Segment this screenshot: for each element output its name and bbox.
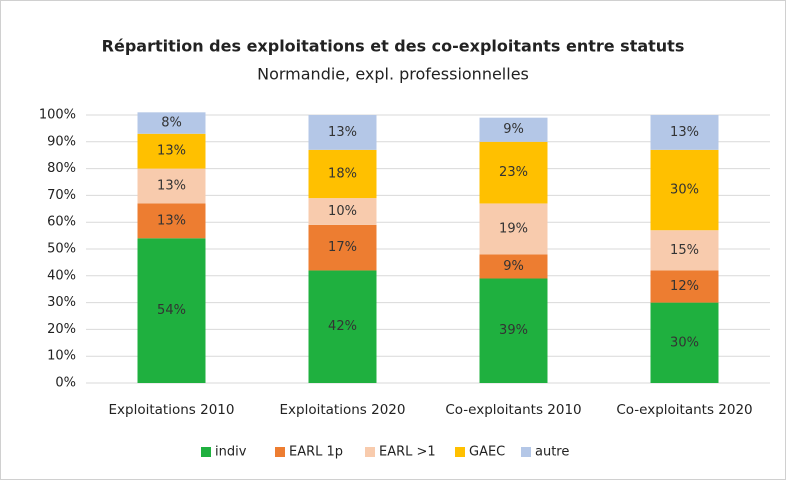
legend-swatch xyxy=(275,447,285,457)
legend-swatch xyxy=(455,447,465,457)
bar-segment xyxy=(479,254,548,279)
x-tick-label: Exploitations 2020 xyxy=(280,402,406,418)
y-tick-label: 90% xyxy=(47,134,76,149)
bar-segment xyxy=(479,278,548,383)
x-tick-label: Co-exploitants 2020 xyxy=(616,402,752,418)
bar-segment xyxy=(137,238,206,383)
bar-segment xyxy=(308,198,377,225)
data-label: 17% xyxy=(328,240,357,255)
y-tick-label: 30% xyxy=(47,295,76,310)
legend-label: indiv xyxy=(215,445,247,460)
y-tick-label: 50% xyxy=(47,242,76,257)
chart-subtitle: Normandie, expl. professionnelles xyxy=(257,65,529,84)
data-label: 9% xyxy=(503,122,524,137)
data-label: 15% xyxy=(670,243,699,258)
x-tick-label: Co-exploitants 2010 xyxy=(445,402,581,418)
data-label: 13% xyxy=(157,144,186,159)
data-label: 13% xyxy=(670,125,699,140)
bar-segment xyxy=(479,141,548,204)
bar-segment xyxy=(308,115,377,150)
data-label: 30% xyxy=(670,183,699,198)
data-label: 23% xyxy=(499,165,528,180)
data-label: 13% xyxy=(157,213,186,228)
data-label: 54% xyxy=(157,303,186,318)
data-label: 19% xyxy=(499,221,528,236)
bar-segment xyxy=(308,270,377,383)
bar-segment xyxy=(308,224,377,271)
data-label: 8% xyxy=(161,116,182,131)
data-label: 13% xyxy=(157,179,186,194)
bar-segment xyxy=(650,302,719,383)
legend-swatch xyxy=(201,447,211,457)
y-tick-label: 70% xyxy=(47,188,76,203)
bar-segment xyxy=(650,149,719,231)
y-tick-label: 0% xyxy=(55,376,76,391)
y-tick-label: 20% xyxy=(47,322,76,337)
legend-label: EARL 1p xyxy=(289,445,343,460)
chart-title: Répartition des exploitations et des co-… xyxy=(102,37,685,56)
bar-segment xyxy=(137,112,206,134)
legend-label: EARL >1 xyxy=(379,445,436,460)
y-tick-label: 60% xyxy=(47,215,76,230)
bar-segment xyxy=(308,149,377,199)
y-tick-label: 100% xyxy=(39,108,76,123)
data-label: 12% xyxy=(670,279,699,294)
data-label: 30% xyxy=(670,335,699,350)
bar-segment xyxy=(650,115,719,150)
bar-segment xyxy=(479,203,548,255)
data-label: 10% xyxy=(328,204,357,219)
y-tick-label: 10% xyxy=(47,349,76,364)
bar-segment xyxy=(479,117,548,142)
bar-segment xyxy=(137,168,206,204)
y-tick-label: 80% xyxy=(47,161,76,176)
legend-label: autre xyxy=(535,445,569,460)
legend-swatch xyxy=(521,447,531,457)
y-tick-label: 40% xyxy=(47,268,76,283)
x-tick-label: Exploitations 2010 xyxy=(109,402,235,418)
data-label: 9% xyxy=(503,259,524,274)
bar-segment xyxy=(137,133,206,169)
data-label: 42% xyxy=(328,319,357,334)
data-label: 18% xyxy=(328,166,357,181)
legend-swatch xyxy=(365,447,375,457)
legend-label: GAEC xyxy=(469,445,505,460)
bar-segment xyxy=(650,230,719,271)
bar-segment xyxy=(137,203,206,239)
data-label: 13% xyxy=(328,125,357,140)
data-label: 39% xyxy=(499,323,528,338)
bar-segment xyxy=(650,270,719,303)
